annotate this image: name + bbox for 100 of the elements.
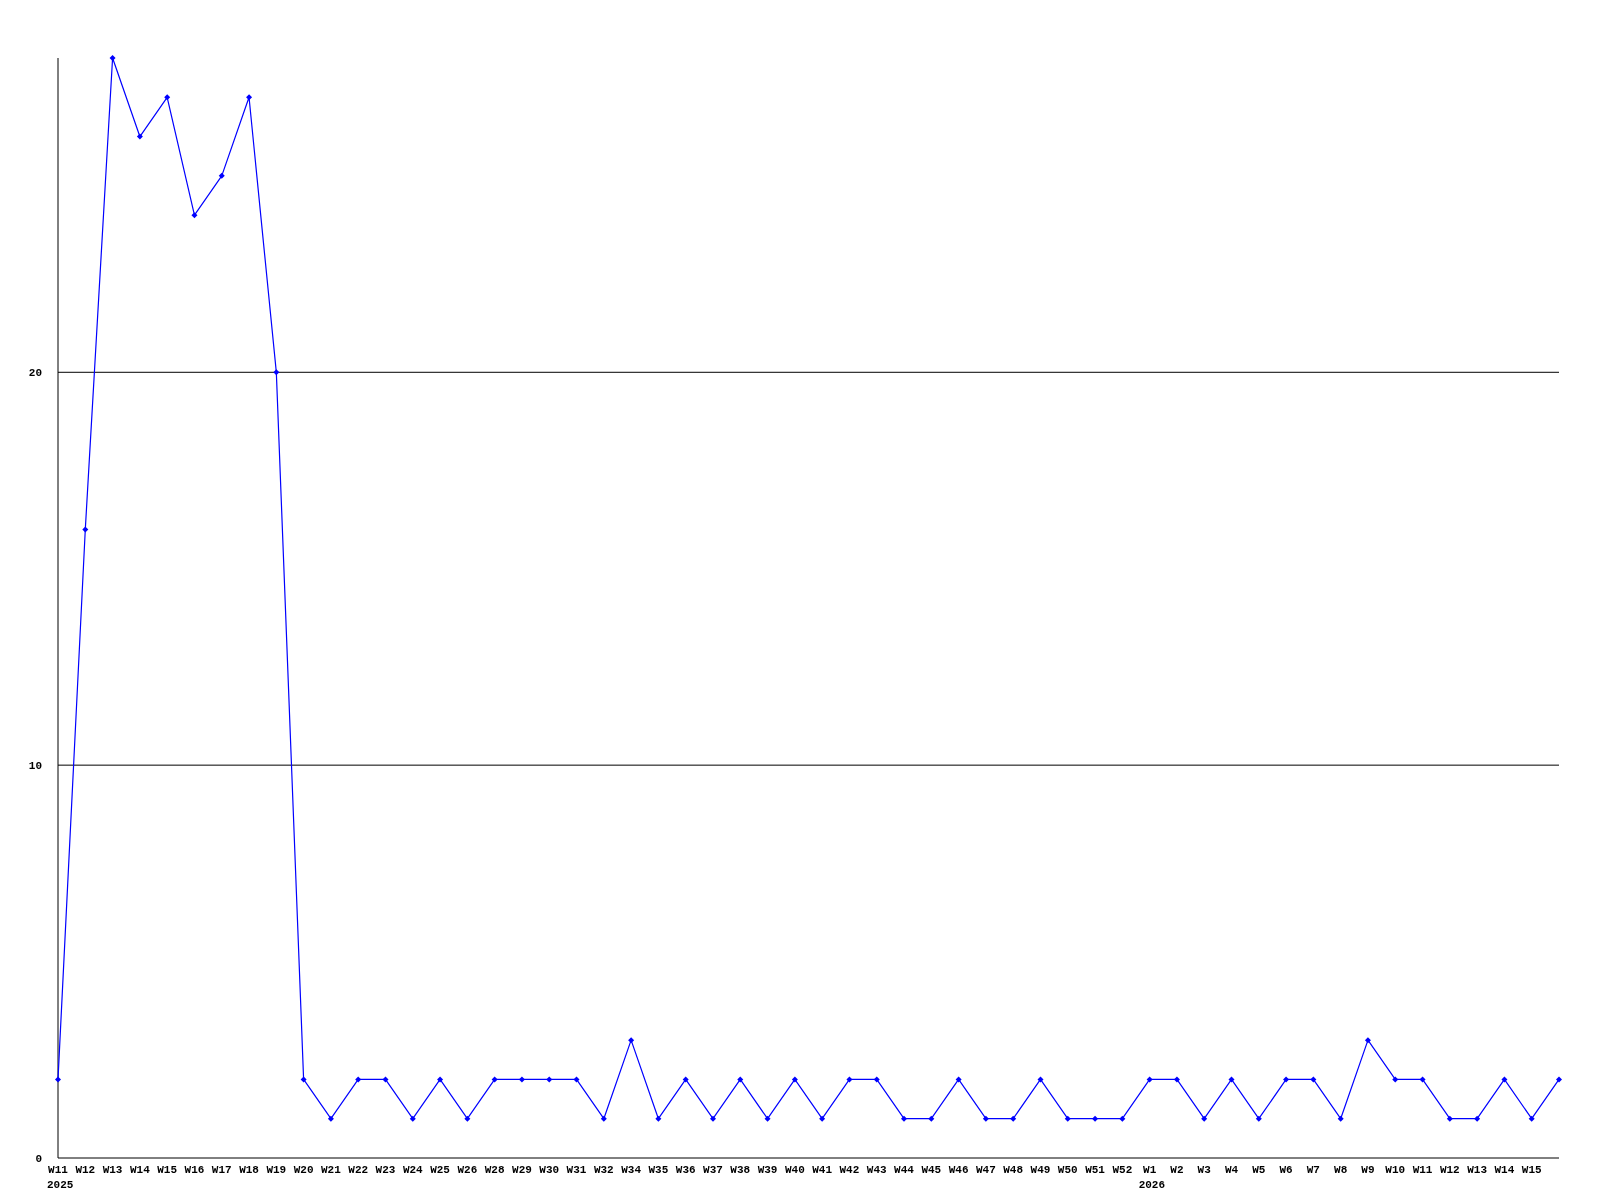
x-tick-label: W15 xyxy=(1521,1164,1543,1176)
point xyxy=(764,1115,771,1122)
x-tick-label: W18 xyxy=(239,1164,260,1176)
x-tick-label: W44 xyxy=(894,1164,915,1176)
point xyxy=(1146,1076,1153,1083)
x-tick-label: W47 xyxy=(975,1164,996,1176)
x-tick-label: W41 xyxy=(812,1164,833,1176)
point xyxy=(546,1076,553,1083)
x-tick-label: W7 xyxy=(1306,1164,1320,1176)
point xyxy=(655,1115,662,1122)
x-tick-label: W48 xyxy=(1003,1164,1024,1176)
point xyxy=(246,94,253,101)
point xyxy=(109,55,116,61)
point xyxy=(1173,1076,1180,1083)
point xyxy=(218,172,225,179)
text: 2026 xyxy=(1138,1179,1166,1191)
x-tick-label: W14 xyxy=(1494,1164,1515,1176)
point xyxy=(846,1076,853,1083)
point xyxy=(1392,1076,1399,1083)
y-tick-label: 0 xyxy=(35,1152,42,1165)
x-tick-label: W1 xyxy=(1143,1164,1157,1176)
x-tick-label: W38 xyxy=(730,1164,751,1176)
point xyxy=(982,1115,989,1122)
point xyxy=(1501,1076,1508,1083)
x-tick-label: W43 xyxy=(866,1164,888,1176)
x-tick-label: W36 xyxy=(675,1164,696,1176)
x-tick-label: W32 xyxy=(593,1164,614,1176)
x-tick-label: W30 xyxy=(539,1164,560,1176)
point xyxy=(382,1076,389,1083)
point xyxy=(573,1076,580,1083)
x-tick-label: W12 xyxy=(1439,1164,1460,1176)
x-tick-label: W40 xyxy=(784,1164,805,1176)
x-tick-label: W26 xyxy=(457,1164,478,1176)
point xyxy=(1119,1115,1126,1122)
point xyxy=(901,1115,908,1122)
x-tick-label: W28 xyxy=(484,1164,505,1176)
x-tick-label: W17 xyxy=(211,1164,232,1176)
point xyxy=(1037,1076,1044,1083)
point xyxy=(1092,1115,1099,1122)
point xyxy=(628,1037,635,1044)
x-tick-label: W2 xyxy=(1170,1164,1184,1176)
point xyxy=(1556,1076,1562,1083)
x-tick-label: W10 xyxy=(1385,1164,1406,1176)
y-tick-label: 10 xyxy=(28,759,42,772)
x-tick-label: W51 xyxy=(1085,1164,1106,1176)
point xyxy=(955,1076,962,1083)
x-tick-label: W45 xyxy=(921,1164,942,1176)
x-tick-label: W39 xyxy=(757,1164,778,1176)
x-tick-label: W52 xyxy=(1112,1164,1133,1176)
point xyxy=(300,1076,307,1083)
x-tick-label: W21 xyxy=(321,1164,342,1176)
x-tick-label: W37 xyxy=(703,1164,723,1176)
point xyxy=(191,212,198,219)
point xyxy=(1310,1076,1317,1083)
x-tick-label: W13 xyxy=(102,1164,123,1176)
point xyxy=(491,1076,498,1083)
x-tick-label: W3 xyxy=(1197,1164,1212,1176)
x-tick-label: W13 xyxy=(1467,1164,1488,1176)
x-tick-label: W42 xyxy=(839,1164,860,1176)
point xyxy=(682,1076,689,1083)
x-tick-label: W46 xyxy=(948,1164,969,1176)
point xyxy=(928,1115,935,1122)
x-tick-label: W8 xyxy=(1334,1164,1348,1176)
x-tick-label: W23 xyxy=(375,1164,396,1176)
point xyxy=(1419,1076,1426,1083)
x-tick-label: W29 xyxy=(512,1164,532,1176)
x-tick-label: W25 xyxy=(430,1164,451,1176)
x-tick-label: W11 xyxy=(1412,1164,1433,1176)
point xyxy=(55,1076,61,1083)
point xyxy=(518,1076,525,1083)
x-tick-label: W4 xyxy=(1224,1164,1239,1176)
point xyxy=(1474,1115,1481,1122)
x-tick-label: W6 xyxy=(1279,1164,1293,1176)
x-tick-label: W22 xyxy=(348,1164,369,1176)
x-tick-label: W24 xyxy=(402,1164,424,1176)
x-tick-label: W49 xyxy=(1030,1164,1051,1176)
point xyxy=(1283,1076,1290,1083)
x-tick-label: W20 xyxy=(293,1164,314,1176)
point xyxy=(1337,1115,1344,1122)
text: 2025 xyxy=(47,1179,74,1191)
x-tick-label: W19 xyxy=(266,1164,287,1176)
x-tick-label: W12 xyxy=(75,1164,96,1176)
point xyxy=(1528,1115,1535,1122)
x-tick-label: W50 xyxy=(1057,1164,1078,1176)
x-tick-label: W16 xyxy=(184,1164,205,1176)
x-tick-label: W31 xyxy=(566,1164,587,1176)
point xyxy=(136,133,143,140)
point xyxy=(873,1076,880,1083)
point xyxy=(82,526,89,533)
y-tick-label: 20 xyxy=(28,367,42,380)
point xyxy=(600,1115,607,1122)
point xyxy=(164,94,171,101)
point xyxy=(437,1076,444,1083)
point xyxy=(409,1115,416,1122)
x-tick-label: W11 xyxy=(48,1164,69,1176)
point xyxy=(737,1076,744,1083)
point xyxy=(1064,1115,1071,1122)
x-tick-label: W9 xyxy=(1361,1164,1375,1176)
x-tick-label: W34 xyxy=(621,1164,642,1176)
point xyxy=(355,1076,362,1083)
